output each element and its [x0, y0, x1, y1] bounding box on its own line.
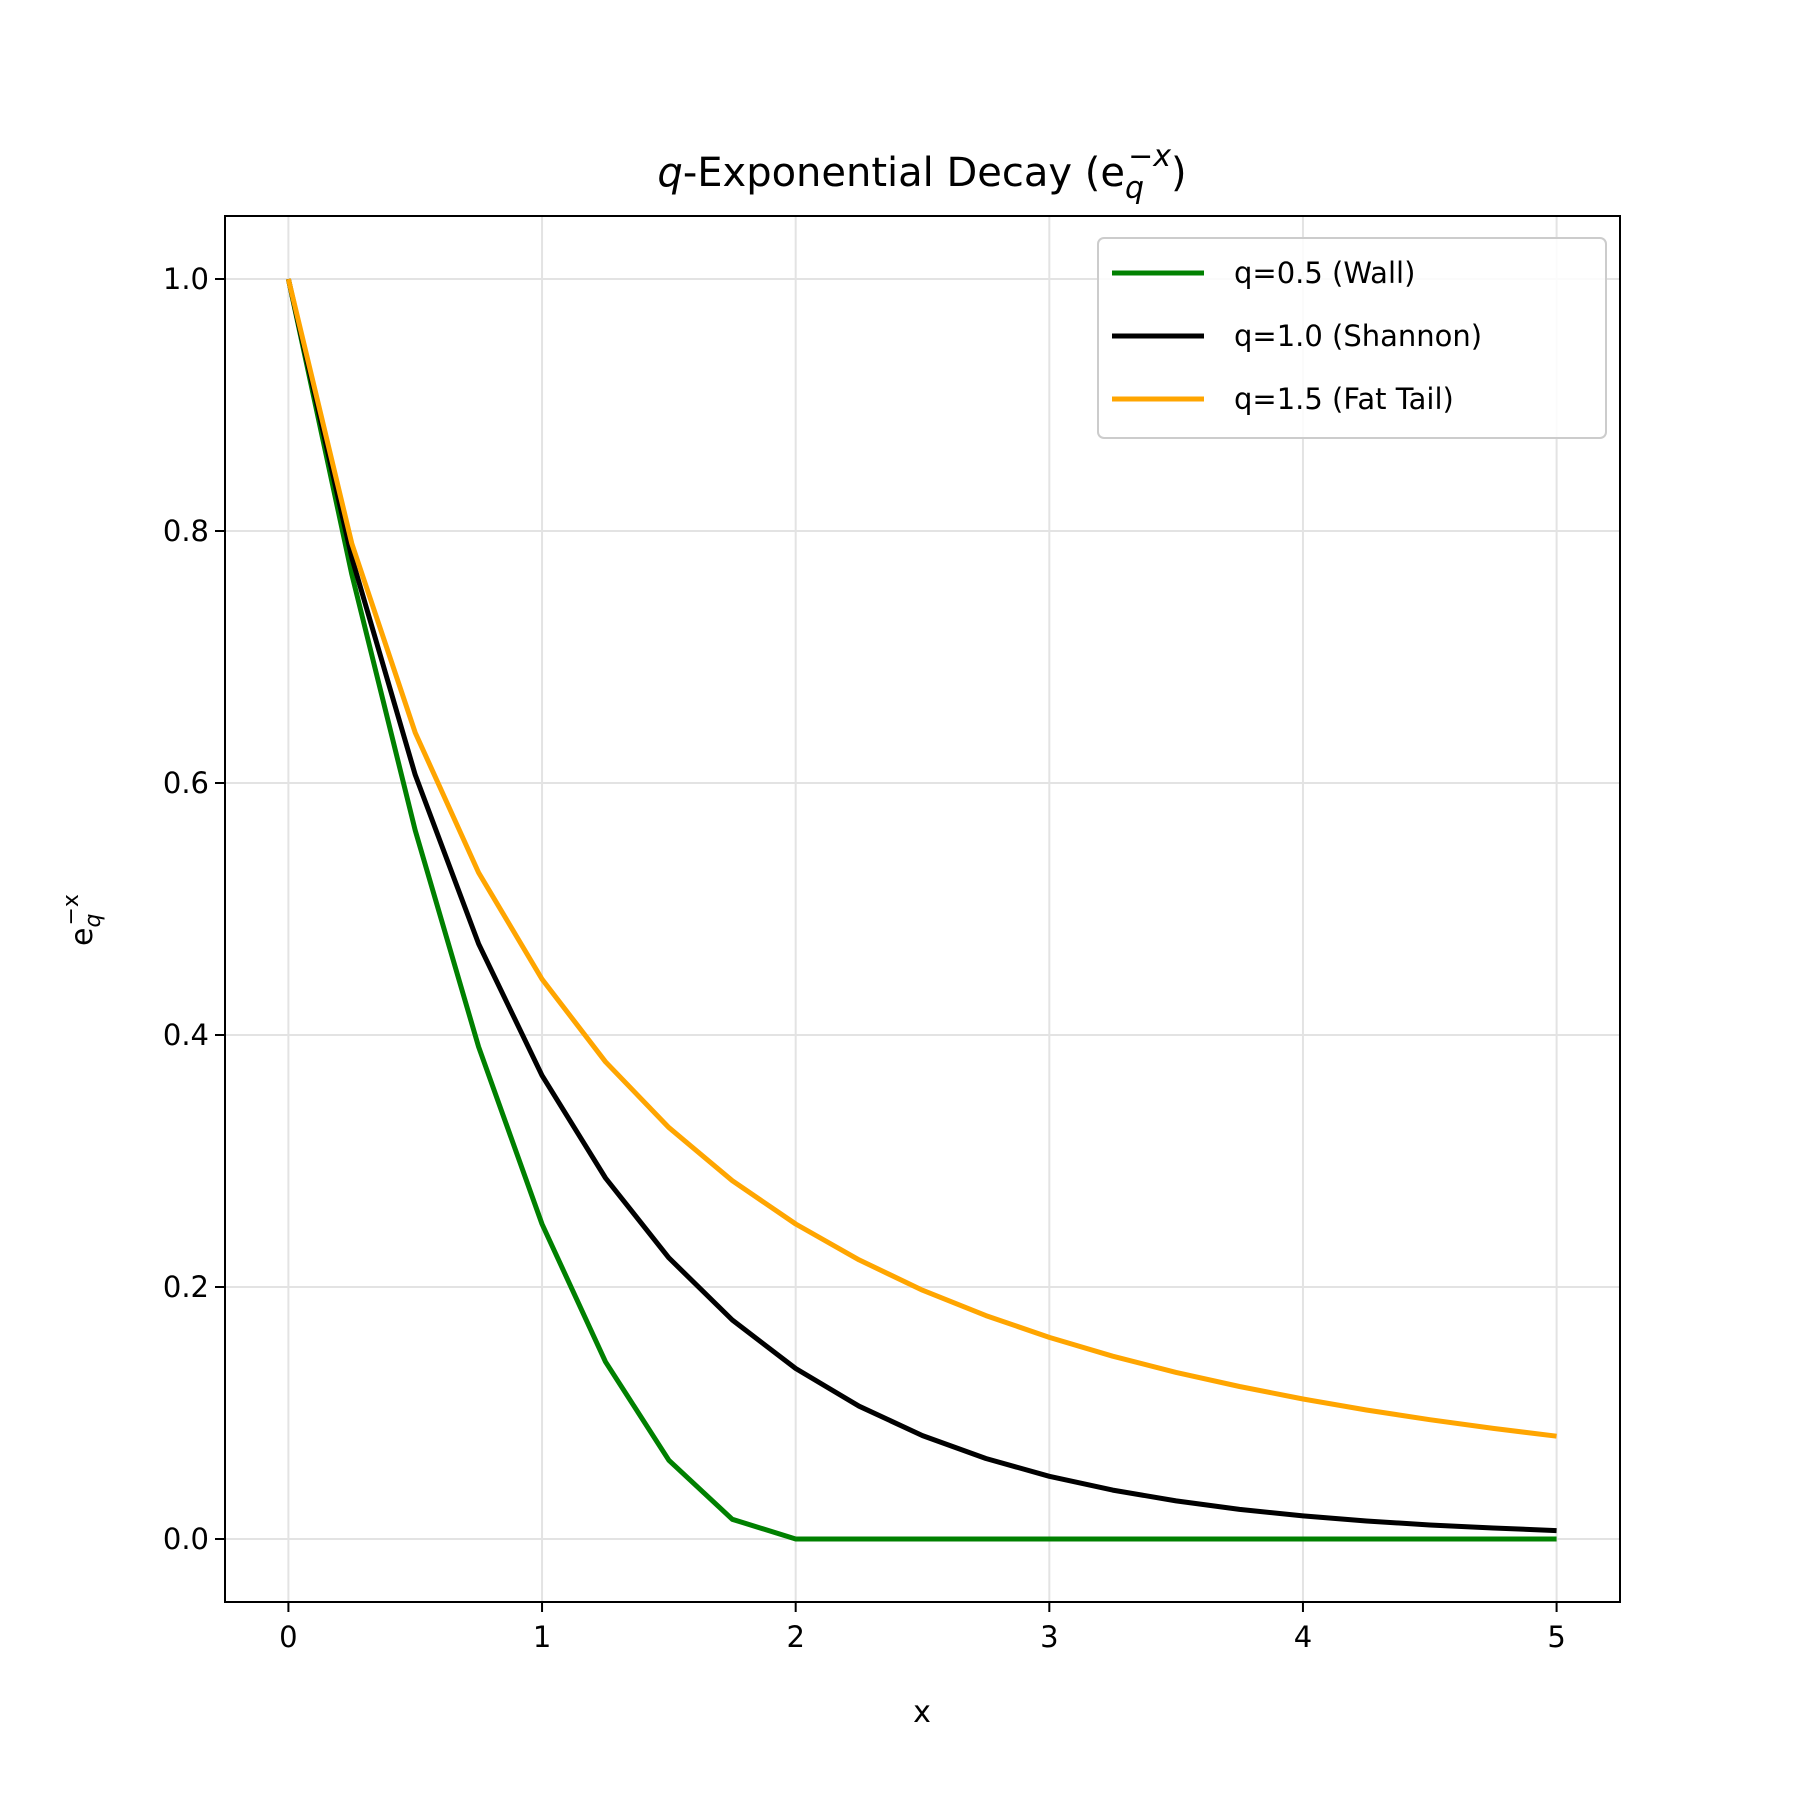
series-group	[285, 278, 1557, 1542]
x-tick-label: 3	[1040, 1620, 1058, 1654]
x-tick-label: 4	[1294, 1620, 1312, 1654]
y-tick-label: 1.0	[163, 262, 209, 296]
legend-box	[1097, 237, 1607, 439]
y-tick-label: 0.6	[163, 766, 209, 800]
x-tick-label: 0	[279, 1620, 297, 1654]
series-line-2	[285, 278, 1557, 1439]
x-tick-label: 2	[786, 1620, 804, 1654]
x-axis-label: x	[913, 1695, 931, 1730]
axes-frame	[224, 215, 1621, 1603]
series-line-1	[285, 278, 1557, 1534]
series-line-0	[285, 278, 1557, 1542]
y-tick-label: 0.4	[163, 1018, 209, 1052]
legend-label: q=1.0 (Shannon)	[1234, 319, 1482, 353]
y-axis-label: eq−x	[59, 894, 106, 946]
x-tick-label: 5	[1547, 1620, 1565, 1654]
grid	[225, 216, 1620, 1602]
y-tick-label: 0.0	[163, 1522, 209, 1556]
legend-label: q=1.5 (Fat Tail)	[1234, 382, 1454, 416]
legend: q=0.5 (Wall) q=1.0 (Shannon) q=1.5 (Fat Ta…	[1097, 237, 1607, 439]
y-tick-label: 0.2	[163, 1270, 209, 1304]
ticks: 0 1 2 3 4 5 0.0 0.2 0.4 0.6 0.8 1.0	[163, 262, 1566, 1654]
legend-label: q=0.5 (Wall)	[1234, 256, 1415, 290]
chart-title: q-Exponential Decay (eq−x)	[657, 139, 1186, 206]
x-tick-label: 1	[533, 1620, 551, 1654]
y-tick-label: 0.8	[163, 514, 209, 548]
